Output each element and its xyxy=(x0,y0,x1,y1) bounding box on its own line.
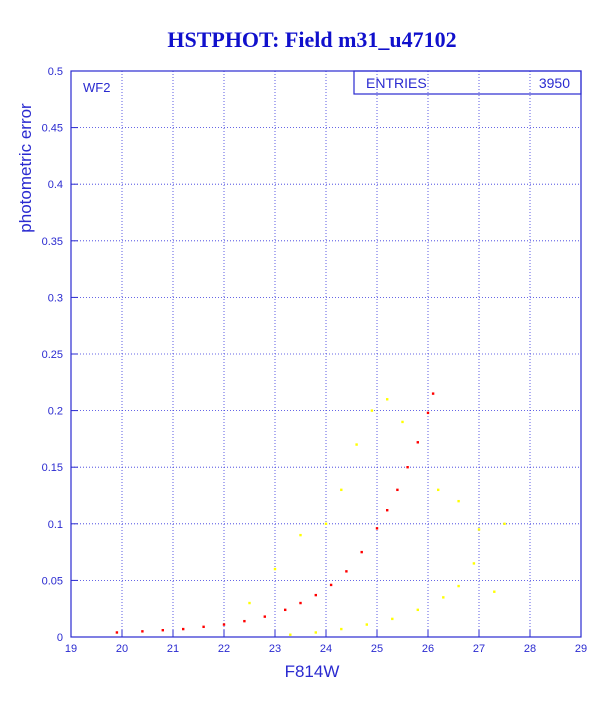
data-point xyxy=(406,466,409,469)
points xyxy=(115,392,506,636)
data-point xyxy=(396,488,399,492)
annotation-label: WF2 xyxy=(83,80,110,95)
data-point xyxy=(437,488,440,492)
data-point xyxy=(314,631,317,634)
data-point xyxy=(386,509,389,512)
data-point xyxy=(243,619,246,623)
x-tick-label: 22 xyxy=(218,643,230,655)
data-point xyxy=(391,617,394,621)
data-point xyxy=(365,623,368,626)
data-point xyxy=(416,441,419,444)
x-axis-title: F814W xyxy=(285,662,340,681)
data-point xyxy=(457,499,460,503)
data-point xyxy=(299,601,302,605)
y-tick-label: 0.1 xyxy=(48,519,63,531)
y-tick-label: 0.5 xyxy=(48,66,63,78)
x-tick-label: 20 xyxy=(116,643,128,655)
x-tick-label: 29 xyxy=(575,643,587,655)
x-tick-label: 19 xyxy=(65,643,77,655)
y-tick-label: 0 xyxy=(57,632,63,644)
data-point xyxy=(115,631,119,634)
data-point xyxy=(360,550,363,554)
y-axis-title: photometric error xyxy=(16,103,35,233)
y-tick-label: 0.25 xyxy=(42,349,63,361)
y-tick-label: 0.15 xyxy=(42,462,63,474)
x-tick-label: 25 xyxy=(371,643,383,655)
x-tick-label: 26 xyxy=(422,643,434,655)
data-point xyxy=(386,398,389,401)
data-point xyxy=(324,522,328,525)
data-point xyxy=(314,593,317,597)
y-tick-label: 0.35 xyxy=(42,236,63,248)
x-tick-label: 28 xyxy=(524,643,536,655)
y-tick-label: 0.45 xyxy=(42,123,63,135)
data-point xyxy=(431,392,435,395)
data-point xyxy=(442,596,445,599)
data-point xyxy=(141,630,144,633)
data-point xyxy=(161,629,164,632)
data-point xyxy=(284,608,287,612)
data-point xyxy=(472,562,476,565)
data-point xyxy=(355,443,358,446)
chart-title: HSTPHOT: Field m31_u47102 xyxy=(167,27,456,52)
data-point xyxy=(457,584,460,588)
data-point xyxy=(202,625,205,629)
y-tick-label: 0.2 xyxy=(48,406,63,418)
data-point xyxy=(493,590,496,593)
data-point xyxy=(345,570,348,573)
data-point xyxy=(401,420,404,424)
stats-box xyxy=(353,70,582,95)
data-point xyxy=(503,522,506,525)
data-point xyxy=(299,533,302,537)
data-point xyxy=(375,527,379,530)
data-point xyxy=(248,601,251,605)
data-point xyxy=(416,608,419,612)
x-tick-label: 24 xyxy=(320,643,332,655)
data-point xyxy=(329,583,333,587)
data-point xyxy=(340,488,343,492)
ticks: 19 20 21 22 23 24 25 26 27 28 29 0 0.05 0.1 0.15 0.2 0.2… xyxy=(42,66,588,655)
stats-box-label: ENTRIES xyxy=(366,75,427,91)
data-point xyxy=(370,409,374,412)
x-tick-label: 23 xyxy=(269,643,281,655)
data-point xyxy=(273,567,277,571)
data-point xyxy=(182,627,185,631)
x-tick-label: 27 xyxy=(473,643,485,655)
data-point xyxy=(289,633,292,636)
data-point xyxy=(477,528,481,531)
data-point xyxy=(426,411,430,415)
y-tick-label: 0.3 xyxy=(48,292,63,304)
data-point xyxy=(222,623,226,626)
x-tick-label: 21 xyxy=(167,643,179,655)
data-point xyxy=(263,615,266,618)
y-tick-label: 0.05 xyxy=(42,575,63,587)
grid xyxy=(71,71,581,637)
stats-box-value: 3950 xyxy=(539,75,570,91)
y-tick-label: 0.4 xyxy=(48,179,63,191)
data-point xyxy=(340,627,343,631)
